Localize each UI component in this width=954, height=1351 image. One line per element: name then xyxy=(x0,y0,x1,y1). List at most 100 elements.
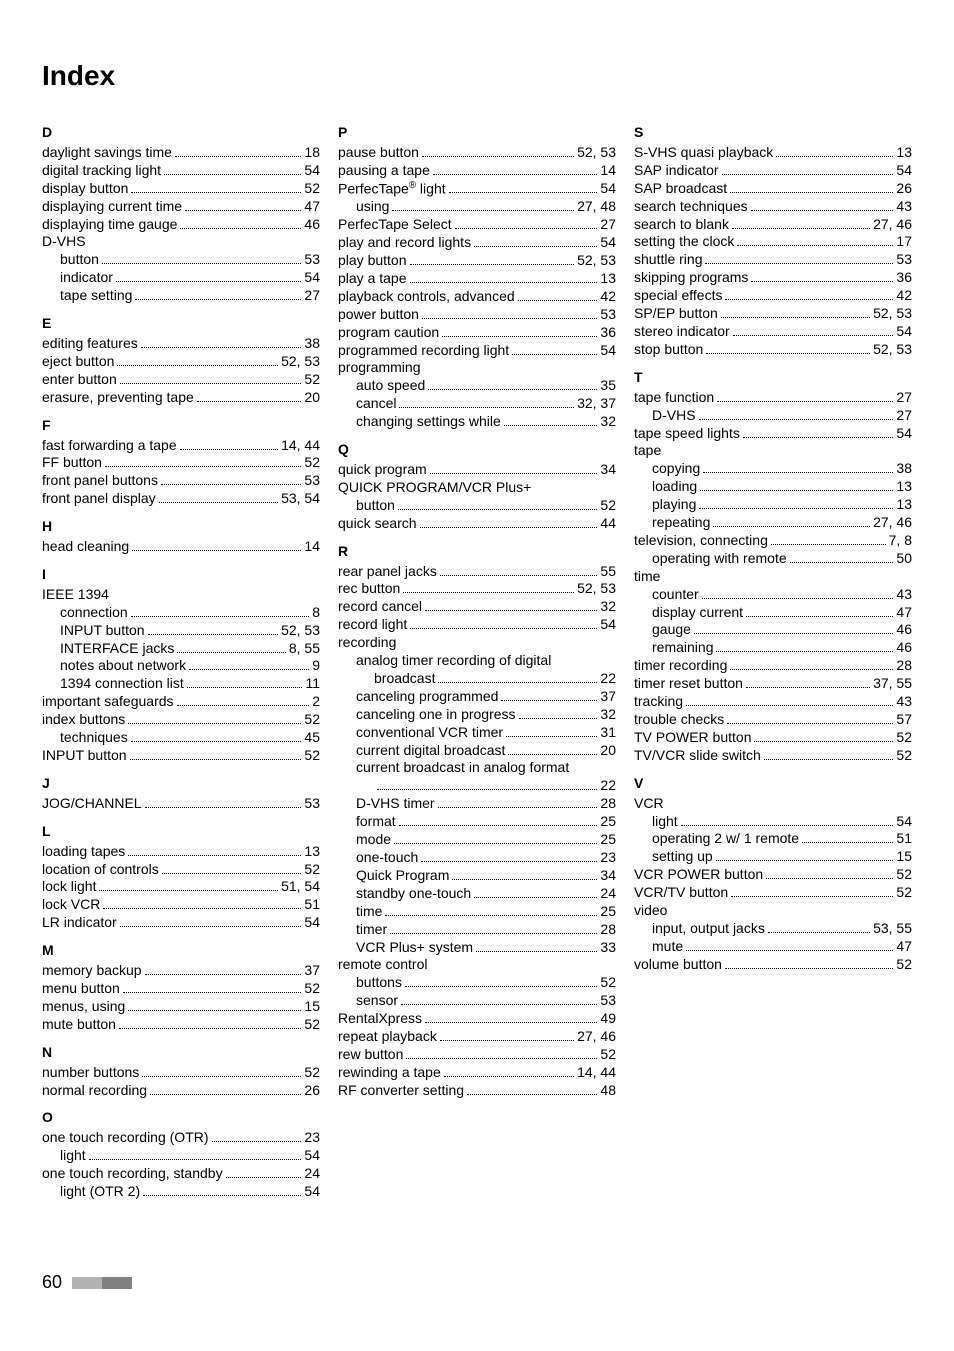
index-heading-label: QUICK PROGRAM/VCR Plus+ xyxy=(338,479,531,497)
index-entry-label: mode xyxy=(356,831,391,849)
index-leader-dots xyxy=(177,652,286,653)
index-entry-label: FF button xyxy=(42,454,102,472)
index-entry: techniques45 xyxy=(42,729,320,747)
index-entry-label: 1394 connection list xyxy=(60,675,184,693)
index-entry: rec button52, 53 xyxy=(338,580,616,598)
index-entry: tracking43 xyxy=(634,693,912,711)
index-entry-pages: 26 xyxy=(896,180,912,198)
index-entry: broadcast22 xyxy=(338,670,616,688)
index-entry: lock VCR51 xyxy=(42,896,320,914)
index-entry-pages: 38 xyxy=(304,335,320,353)
index-entry-label: counter xyxy=(652,586,699,604)
index-entry-pages: 52 xyxy=(304,1016,320,1034)
index-entry-pages: 54 xyxy=(304,269,320,287)
index-entry-label: volume button xyxy=(634,956,722,974)
index-entry-pages: 23 xyxy=(600,849,616,867)
index-entry-pages: 53, 55 xyxy=(873,920,912,938)
index-entry-label: special effects xyxy=(634,287,722,305)
index-entry-label: techniques xyxy=(60,729,128,747)
index-leader-dots xyxy=(512,354,597,355)
index-leader-dots xyxy=(730,669,893,670)
index-col-3: SS-VHS quasi playback13SAP indicator54SA… xyxy=(634,124,912,1201)
index-entry: current digital broadcast20 xyxy=(338,742,616,760)
index-entry: indicator 54 xyxy=(42,269,320,287)
index-entry: remaining46 xyxy=(634,639,912,657)
index-entry-pages: 22 xyxy=(600,670,616,688)
index-entry-label: indicator xyxy=(60,269,113,287)
index-leader-dots xyxy=(737,245,893,246)
index-entry-pages: 53 xyxy=(304,472,320,490)
index-entry-pages: 54 xyxy=(600,180,616,198)
index-leader-dots xyxy=(103,908,301,909)
index-leader-dots xyxy=(438,682,597,683)
index-entry: PerfecTape® light54 xyxy=(338,180,616,199)
index-entry-label: RF converter setting xyxy=(338,1082,464,1100)
index-entry-pages: 49 xyxy=(600,1010,616,1028)
index-entry-pages: 53 xyxy=(304,251,320,269)
index-entry-label: location of controls xyxy=(42,861,159,879)
index-leader-dots xyxy=(452,879,597,880)
index-entry: buttons52 xyxy=(338,974,616,992)
index-entry: search to blank27, 46 xyxy=(634,216,912,234)
index-entry-pages: 34 xyxy=(600,867,616,885)
index-leader-dots xyxy=(385,915,597,916)
index-leader-dots xyxy=(433,174,598,175)
index-entry: play a tape13 xyxy=(338,270,616,288)
index-col-2: Ppause button52, 53pausing a tape14Perfe… xyxy=(338,124,616,1201)
index-entry: trouble checks57 xyxy=(634,711,912,729)
index-col-1: Ddaylight savings time18digital tracking… xyxy=(42,124,320,1201)
index-leader-dots xyxy=(425,1022,597,1023)
index-entry-label: VCR POWER button xyxy=(634,866,763,884)
index-entry-label: loading tapes xyxy=(42,843,125,861)
index-entry-pages: 14, 44 xyxy=(577,1064,616,1082)
index-entry-label: important safeguards xyxy=(42,693,174,711)
index-leader-dots xyxy=(725,968,893,969)
index-entry-label: conventional VCR timer xyxy=(356,724,503,742)
index-entry-label: mute xyxy=(652,938,683,956)
index-entry-label: search to blank xyxy=(634,216,729,234)
index-entry-label: lock light xyxy=(42,878,96,896)
index-entry-pages: 44 xyxy=(600,515,616,533)
index-entry-label: TV POWER button xyxy=(634,729,751,747)
index-leader-dots xyxy=(187,687,303,688)
index-letter: O xyxy=(42,1109,320,1127)
index-entry-pages: 52 xyxy=(304,1064,320,1082)
index-entry-label: standby one-touch xyxy=(356,885,471,903)
index-leader-dots xyxy=(399,825,598,826)
index-entry: shuttle ring53 xyxy=(634,251,912,269)
index-leader-dots xyxy=(430,473,598,474)
index-entry-pages: 54 xyxy=(600,234,616,252)
index-entry-label: S-VHS quasi playback xyxy=(634,144,773,162)
index-entry: loading tapes13 xyxy=(42,843,320,861)
index-entry-label: D-VHS timer xyxy=(356,795,435,813)
index-entry: JOG/CHANNEL53 xyxy=(42,795,320,813)
index-entry: 1394 connection list11 xyxy=(42,675,320,693)
index-entry-label: editing features xyxy=(42,335,138,353)
index-letter: N xyxy=(42,1044,320,1062)
index-leader-dots xyxy=(474,246,597,247)
index-entry-pages: 13 xyxy=(896,144,912,162)
index-entry-pages: 47 xyxy=(896,938,912,956)
index-entry-pages: 13 xyxy=(896,496,912,514)
index-leader-dots xyxy=(99,890,278,891)
index-entry-label: erasure, preventing tape xyxy=(42,389,194,407)
index-entry-pages: 27 xyxy=(896,389,912,407)
index-entry-pages: 24 xyxy=(600,885,616,903)
index-entry-label: setting the clock xyxy=(634,233,734,251)
index-entry: rewinding a tape14, 44 xyxy=(338,1064,616,1082)
index-entry: gauge46 xyxy=(634,621,912,639)
index-entry-pages: 57 xyxy=(896,711,912,729)
index-entry-label: search techniques xyxy=(634,198,748,216)
index-entry-pages: 33 xyxy=(600,939,616,957)
index-entry: mode25 xyxy=(338,831,616,849)
index-entry-pages: 53, 54 xyxy=(281,490,320,508)
index-entry: location of controls52 xyxy=(42,861,320,879)
index-leader-dots xyxy=(105,466,302,467)
index-entry: SAP broadcast26 xyxy=(634,180,912,198)
index-leader-dots xyxy=(702,598,894,599)
index-entry-pages: 27 xyxy=(600,216,616,234)
index-entry-label: light (OTR 2) xyxy=(60,1183,140,1201)
index-entry-label: daylight savings time xyxy=(42,144,172,162)
index-entry-label: front panel display xyxy=(42,490,156,508)
index-entry: quick search44 xyxy=(338,515,616,533)
